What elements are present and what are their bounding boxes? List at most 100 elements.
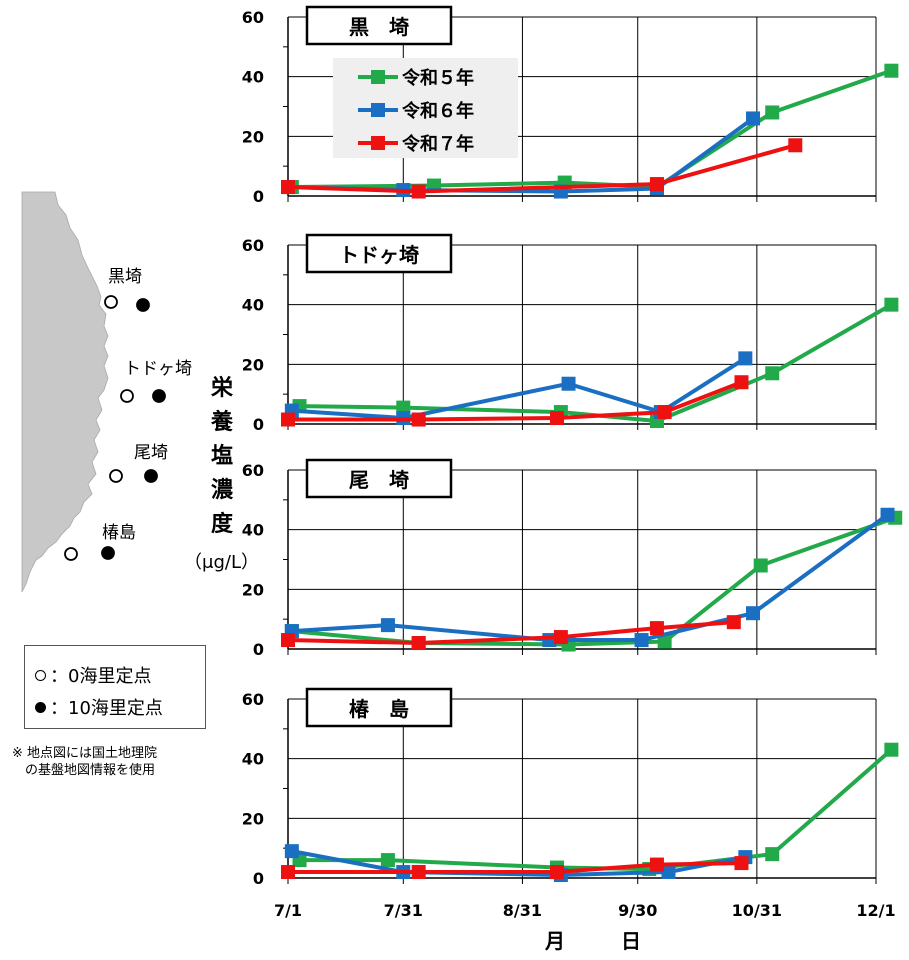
series-line <box>299 302 893 424</box>
panel-title-text: トドヶ埼 <box>339 243 419 267</box>
data-point <box>411 412 426 427</box>
data-point <box>884 63 899 78</box>
data-point <box>649 177 664 192</box>
y-tick-label: 60 <box>242 236 264 255</box>
y-tick-label: 60 <box>242 461 264 480</box>
data-point <box>884 742 899 757</box>
station-0nm-marker <box>64 547 78 561</box>
y-axis-unit: （μg/L） <box>184 552 259 573</box>
data-point <box>661 865 676 880</box>
station-label: トドヶ埼 <box>124 359 192 379</box>
data-point <box>734 856 749 871</box>
y-tick-label: 40 <box>242 68 264 87</box>
data-point <box>657 405 672 420</box>
x-tick-label: 7/1 <box>274 901 302 920</box>
data-point <box>281 412 295 427</box>
map-legend: ：0海里定点 ：10海里定点 <box>24 645 206 729</box>
data-point <box>380 853 395 868</box>
panel-title-box <box>305 458 453 499</box>
data-point <box>788 138 803 153</box>
data-point <box>765 366 780 381</box>
y-tick-label: 40 <box>242 521 264 540</box>
legend-open-label: ：0海里定点 <box>50 666 152 687</box>
legend-filled-label: ：10海里定点 <box>50 698 163 719</box>
data-point <box>884 297 899 312</box>
series-令和５年 <box>292 742 899 877</box>
x-tick-label: 10/31 <box>732 901 782 920</box>
series-令和５年 <box>292 297 899 429</box>
panel-title: 椿 島 <box>305 687 453 728</box>
panel-title-box <box>305 233 453 274</box>
station-label: 椿島 <box>102 523 136 543</box>
panel-title: 黒 埼 <box>305 5 453 46</box>
panel-title-box <box>305 687 453 728</box>
y-tick-label: 20 <box>242 809 264 828</box>
series-line <box>299 748 893 872</box>
legend-swatch-marker <box>371 103 385 117</box>
series-令和７年 <box>281 375 749 427</box>
station-10nm-marker <box>152 389 166 403</box>
data-point <box>550 865 565 880</box>
x-tick-label: 12/1 <box>856 901 895 920</box>
data-point <box>753 558 768 573</box>
data-point <box>411 865 426 880</box>
station-label: 黒埼 <box>108 267 142 287</box>
data-point <box>281 180 295 195</box>
map-source-note: ※ 地点図には国土地理院 の基盤地図情報を使用 <box>12 746 158 778</box>
y-tick-label: 60 <box>242 690 264 709</box>
y-tick-label: 0 <box>253 640 264 659</box>
data-point <box>281 633 295 648</box>
panel-title: トドヶ埼 <box>305 233 453 274</box>
data-point <box>765 847 780 862</box>
filled-circle-icon <box>35 701 46 713</box>
panel-title-text: 椿 島 <box>349 697 409 721</box>
panel-title: 尾 埼 <box>305 458 453 499</box>
y-tick-label: 60 <box>242 8 264 27</box>
y-tick-label: 20 <box>242 355 264 374</box>
data-point <box>734 375 749 390</box>
legend-label: 令和５年 <box>401 67 474 89</box>
data-point <box>550 411 565 426</box>
station-10nm-marker <box>144 469 158 483</box>
data-point <box>746 111 761 126</box>
coastline <box>21 191 109 593</box>
data-point <box>649 857 664 872</box>
data-point <box>411 636 426 651</box>
series-令和５年 <box>284 510 903 652</box>
y-tick-label: 0 <box>253 415 264 434</box>
station-10nm-marker <box>101 546 115 560</box>
station-10nm-marker <box>136 298 150 312</box>
station-0nm-marker <box>109 469 123 483</box>
series-令和７年 <box>281 615 741 651</box>
station-label: 尾埼 <box>134 443 168 463</box>
x-tick-label: 9/30 <box>618 901 657 920</box>
data-point <box>634 633 649 648</box>
chart-panel: 0 20 40 60 トドヶ埼 <box>242 233 899 434</box>
station-0nm-marker <box>104 295 118 309</box>
y-tick-label: 40 <box>242 296 264 315</box>
open-circle-icon <box>35 669 46 681</box>
data-point <box>657 634 672 649</box>
chart-panel: 0 20 40 60 椿 島 <box>242 687 899 888</box>
y-tick-label: 20 <box>242 127 264 146</box>
station-markers <box>64 295 166 561</box>
station-0nm-marker <box>120 389 134 403</box>
x-tick-label: 7/31 <box>384 901 423 920</box>
legend-open-row: ：0海里定点 <box>35 662 151 688</box>
chart-panel: 0 20 40 60 尾 埼 <box>242 458 903 659</box>
legend-filled-row: ：10海里定点 <box>35 694 163 720</box>
data-point <box>738 351 753 366</box>
series-line <box>291 513 889 643</box>
coast-map <box>21 191 109 593</box>
legend-swatch-marker <box>371 70 385 84</box>
panel-title-text: 尾 埼 <box>349 468 409 492</box>
series-令和７年 <box>281 138 803 199</box>
data-point <box>380 618 395 633</box>
data-point <box>281 865 295 880</box>
x-tick-label: 8/31 <box>503 901 542 920</box>
y-tick-label: 0 <box>253 869 264 888</box>
panel-title-box <box>305 5 453 46</box>
data-point <box>649 621 664 636</box>
